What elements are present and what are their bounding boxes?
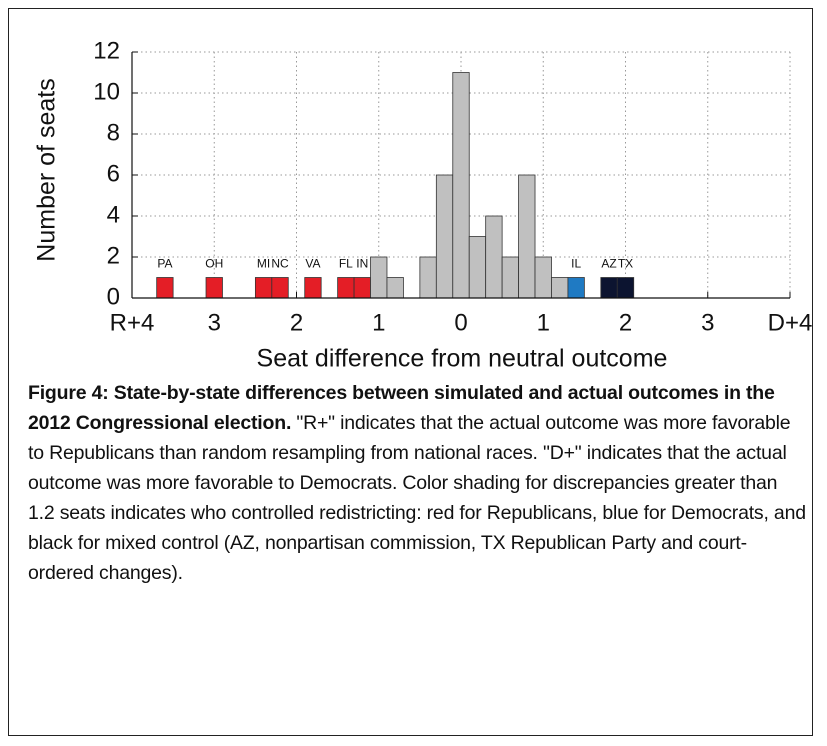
figure-frame bbox=[8, 8, 813, 736]
bar-label: PA bbox=[157, 257, 172, 271]
y-tick-label: 0 bbox=[107, 283, 120, 310]
x-tick-label: 3 bbox=[208, 309, 221, 336]
bar bbox=[304, 277, 322, 299]
bar bbox=[419, 256, 437, 299]
caption-text: "R+" indicates that the actual outcome w… bbox=[28, 412, 806, 584]
bar-label: MI bbox=[257, 257, 270, 271]
bar-label: NC bbox=[271, 257, 289, 271]
bar bbox=[254, 277, 273, 299]
y-axis-label: Number of seats bbox=[33, 78, 61, 261]
bar bbox=[485, 215, 503, 299]
bar bbox=[386, 277, 404, 299]
y-tick-label: 8 bbox=[107, 119, 120, 146]
bar-label: VA bbox=[305, 257, 320, 271]
chart: Number of seats Seat difference from neu… bbox=[33, 37, 813, 373]
y-tick-label: 10 bbox=[93, 78, 120, 105]
bar bbox=[435, 174, 454, 299]
bar bbox=[518, 174, 536, 299]
bar bbox=[501, 256, 519, 299]
bar bbox=[337, 277, 355, 299]
caption: Figure 4: State-by-state differences bet… bbox=[28, 378, 808, 588]
y-tick-label: 2 bbox=[107, 242, 120, 269]
bar bbox=[353, 277, 371, 299]
x-tick-label: 2 bbox=[619, 309, 632, 336]
bar bbox=[616, 277, 635, 299]
bar-label: OH bbox=[205, 257, 223, 271]
bar bbox=[205, 277, 223, 299]
bar bbox=[551, 277, 569, 299]
bar bbox=[452, 72, 470, 299]
bar bbox=[156, 277, 174, 299]
x-axis-label: Seat difference from neutral outcome bbox=[257, 345, 668, 373]
x-tick-label: 1 bbox=[372, 309, 385, 336]
x-tick-label: 1 bbox=[537, 309, 550, 336]
y-tick-label: 4 bbox=[107, 201, 120, 228]
bar bbox=[600, 277, 618, 299]
y-tick-label: 6 bbox=[107, 160, 120, 187]
x-tick-label: 3 bbox=[701, 309, 714, 336]
caption-title: Figure 4: State-by-state differences bet… bbox=[28, 382, 775, 434]
bar bbox=[567, 277, 585, 299]
bar bbox=[370, 256, 388, 299]
bar-label: IN bbox=[356, 257, 368, 271]
bar-label: TX bbox=[618, 257, 633, 271]
bar-label: FL bbox=[339, 257, 353, 271]
bar bbox=[468, 236, 487, 299]
bar-label: AZ bbox=[601, 257, 616, 271]
x-tick-label: 2 bbox=[290, 309, 303, 336]
x-tick-label: R+4 bbox=[110, 309, 155, 336]
bar-label: IL bbox=[571, 257, 581, 271]
bar bbox=[271, 277, 289, 299]
x-tick-label: D+4 bbox=[768, 309, 813, 336]
y-tick-label: 12 bbox=[93, 37, 120, 64]
bar bbox=[534, 256, 552, 299]
x-tick-label: 0 bbox=[454, 309, 467, 336]
